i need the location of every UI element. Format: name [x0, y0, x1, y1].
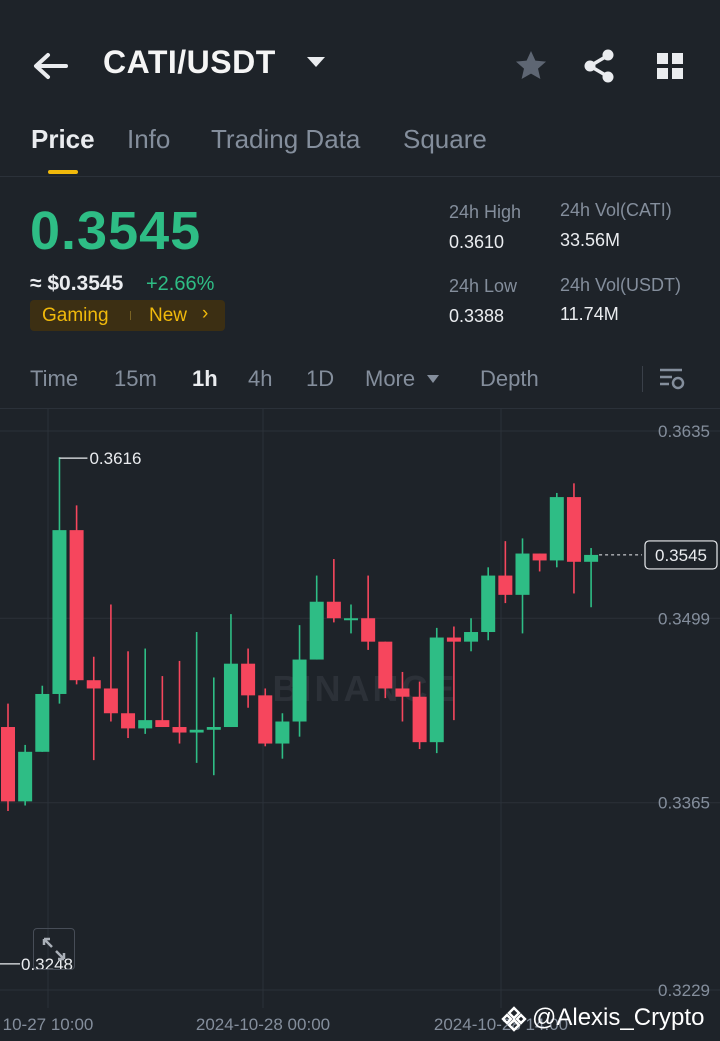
stat-24h-high-value: 0.3610 — [449, 232, 505, 252]
candle — [292, 625, 307, 737]
tabs-divider — [0, 176, 720, 177]
pair-title[interactable]: CATI/USDT — [103, 44, 276, 80]
grid-icon[interactable] — [652, 48, 688, 84]
candle — [103, 604, 118, 722]
candlestick-chart[interactable]: 0.3635 0.3499 0.3365 0.3229 10-27 10:00 2024-… — [0, 408, 720, 1041]
tag-separator — [130, 311, 131, 320]
chevron-right-icon: › — [202, 303, 209, 324]
binance-logo-icon — [501, 1006, 527, 1032]
tag-gaming: Gaming — [42, 305, 109, 326]
candle — [241, 648, 256, 708]
stat-24h-vol-cati-value: 33.56M — [560, 230, 621, 250]
candle — [138, 648, 153, 734]
stat-24h-vol-cati-label: 24h Vol(CATI) — [560, 200, 672, 220]
chevron-down-icon[interactable] — [305, 54, 327, 70]
candle — [515, 538, 530, 634]
candle — [429, 627, 444, 754]
y-tick-label: 0.3499 — [658, 609, 710, 628]
candle — [481, 567, 496, 641]
interval-depth[interactable]: Depth — [480, 366, 539, 391]
tab-trading-data[interactable]: Trading Data — [211, 124, 361, 154]
star-icon[interactable] — [513, 48, 549, 84]
last-price: 0.3545 — [30, 201, 202, 261]
chart-settings-icon[interactable] — [658, 365, 686, 393]
y-tick-label: 0.3635 — [658, 422, 710, 441]
top-bar: CATI/USDT — [0, 30, 720, 100]
candle — [584, 548, 599, 608]
candle — [86, 656, 101, 761]
x-tick-label: 2024-10-28 00:00 — [196, 1015, 330, 1034]
candle — [446, 626, 461, 721]
interval-15m[interactable]: 15m — [114, 366, 157, 391]
candle — [1, 703, 15, 812]
tab-price[interactable]: Price — [31, 124, 95, 154]
interval-bar: Time 15m 1h 4h 1D More Depth — [0, 360, 720, 400]
current-price-marker: 0.3545 — [599, 540, 718, 570]
interval-4h[interactable]: 4h — [248, 366, 273, 391]
candle — [258, 688, 273, 747]
tab-info[interactable]: Info — [127, 124, 171, 154]
fiat-price: ≈ $0.3545 — [30, 272, 124, 295]
candle — [378, 641, 393, 699]
interval-separator — [642, 366, 643, 392]
candle — [498, 541, 513, 604]
stat-24h-vol-usdt-value: 11.74M — [560, 304, 619, 324]
active-tab-indicator — [48, 170, 78, 174]
interval-1h[interactable]: 1h — [192, 366, 218, 391]
candle — [361, 575, 376, 650]
back-arrow-icon[interactable] — [30, 48, 70, 84]
max-price-annotation: 0.3616 — [59, 449, 141, 468]
interval-time[interactable]: Time — [30, 366, 79, 391]
stat-24h-low-label: 24h Low — [449, 276, 518, 296]
tab-square[interactable]: Square — [403, 124, 487, 154]
candle — [52, 457, 67, 704]
share-icon[interactable] — [581, 48, 617, 84]
main-tabs: Price Info Trading Data Square — [0, 118, 720, 176]
tag-new: New — [149, 305, 188, 326]
candle — [35, 685, 50, 752]
candle — [275, 713, 290, 759]
svg-text:0.3545: 0.3545 — [655, 546, 707, 565]
expand-icon — [42, 937, 66, 961]
candle — [121, 651, 136, 739]
stat-24h-low-value: 0.3388 — [449, 306, 505, 326]
price-change-percent: +2.66% — [146, 273, 215, 295]
interval-more[interactable]: More — [365, 366, 416, 391]
candle — [326, 559, 341, 623]
candle — [206, 677, 221, 776]
candle — [309, 575, 324, 660]
candle — [395, 671, 410, 722]
x-tick-label: 2024-10-28 14:00 — [434, 1015, 568, 1034]
candle — [566, 483, 581, 594]
candle — [18, 744, 33, 806]
interval-1d[interactable]: 1D — [306, 366, 335, 391]
stat-24h-vol-usdt-label: 24h Vol(USDT) — [560, 275, 682, 295]
candle — [464, 618, 479, 652]
category-tag[interactable]: Gaming New › — [30, 300, 225, 331]
y-tick-label: 0.3365 — [658, 794, 710, 813]
candle — [549, 492, 564, 568]
svg-text:0.3616: 0.3616 — [89, 449, 141, 468]
candle — [172, 660, 187, 744]
candle — [189, 632, 204, 763]
more-caret-icon[interactable] — [426, 374, 440, 384]
candle — [532, 553, 547, 572]
candle — [69, 505, 84, 685]
candle — [344, 604, 358, 634]
candle — [155, 676, 170, 728]
candle — [223, 614, 238, 728]
x-tick-label: 10-27 10:00 — [3, 1015, 94, 1034]
stat-24h-high-label: 24h High — [449, 202, 522, 222]
y-tick-label: 0.3229 — [658, 981, 710, 1000]
expand-chart-button[interactable] — [33, 928, 75, 970]
credit-watermark: @Alexis_Crypto — [532, 1004, 705, 1031]
candle — [412, 681, 427, 750]
